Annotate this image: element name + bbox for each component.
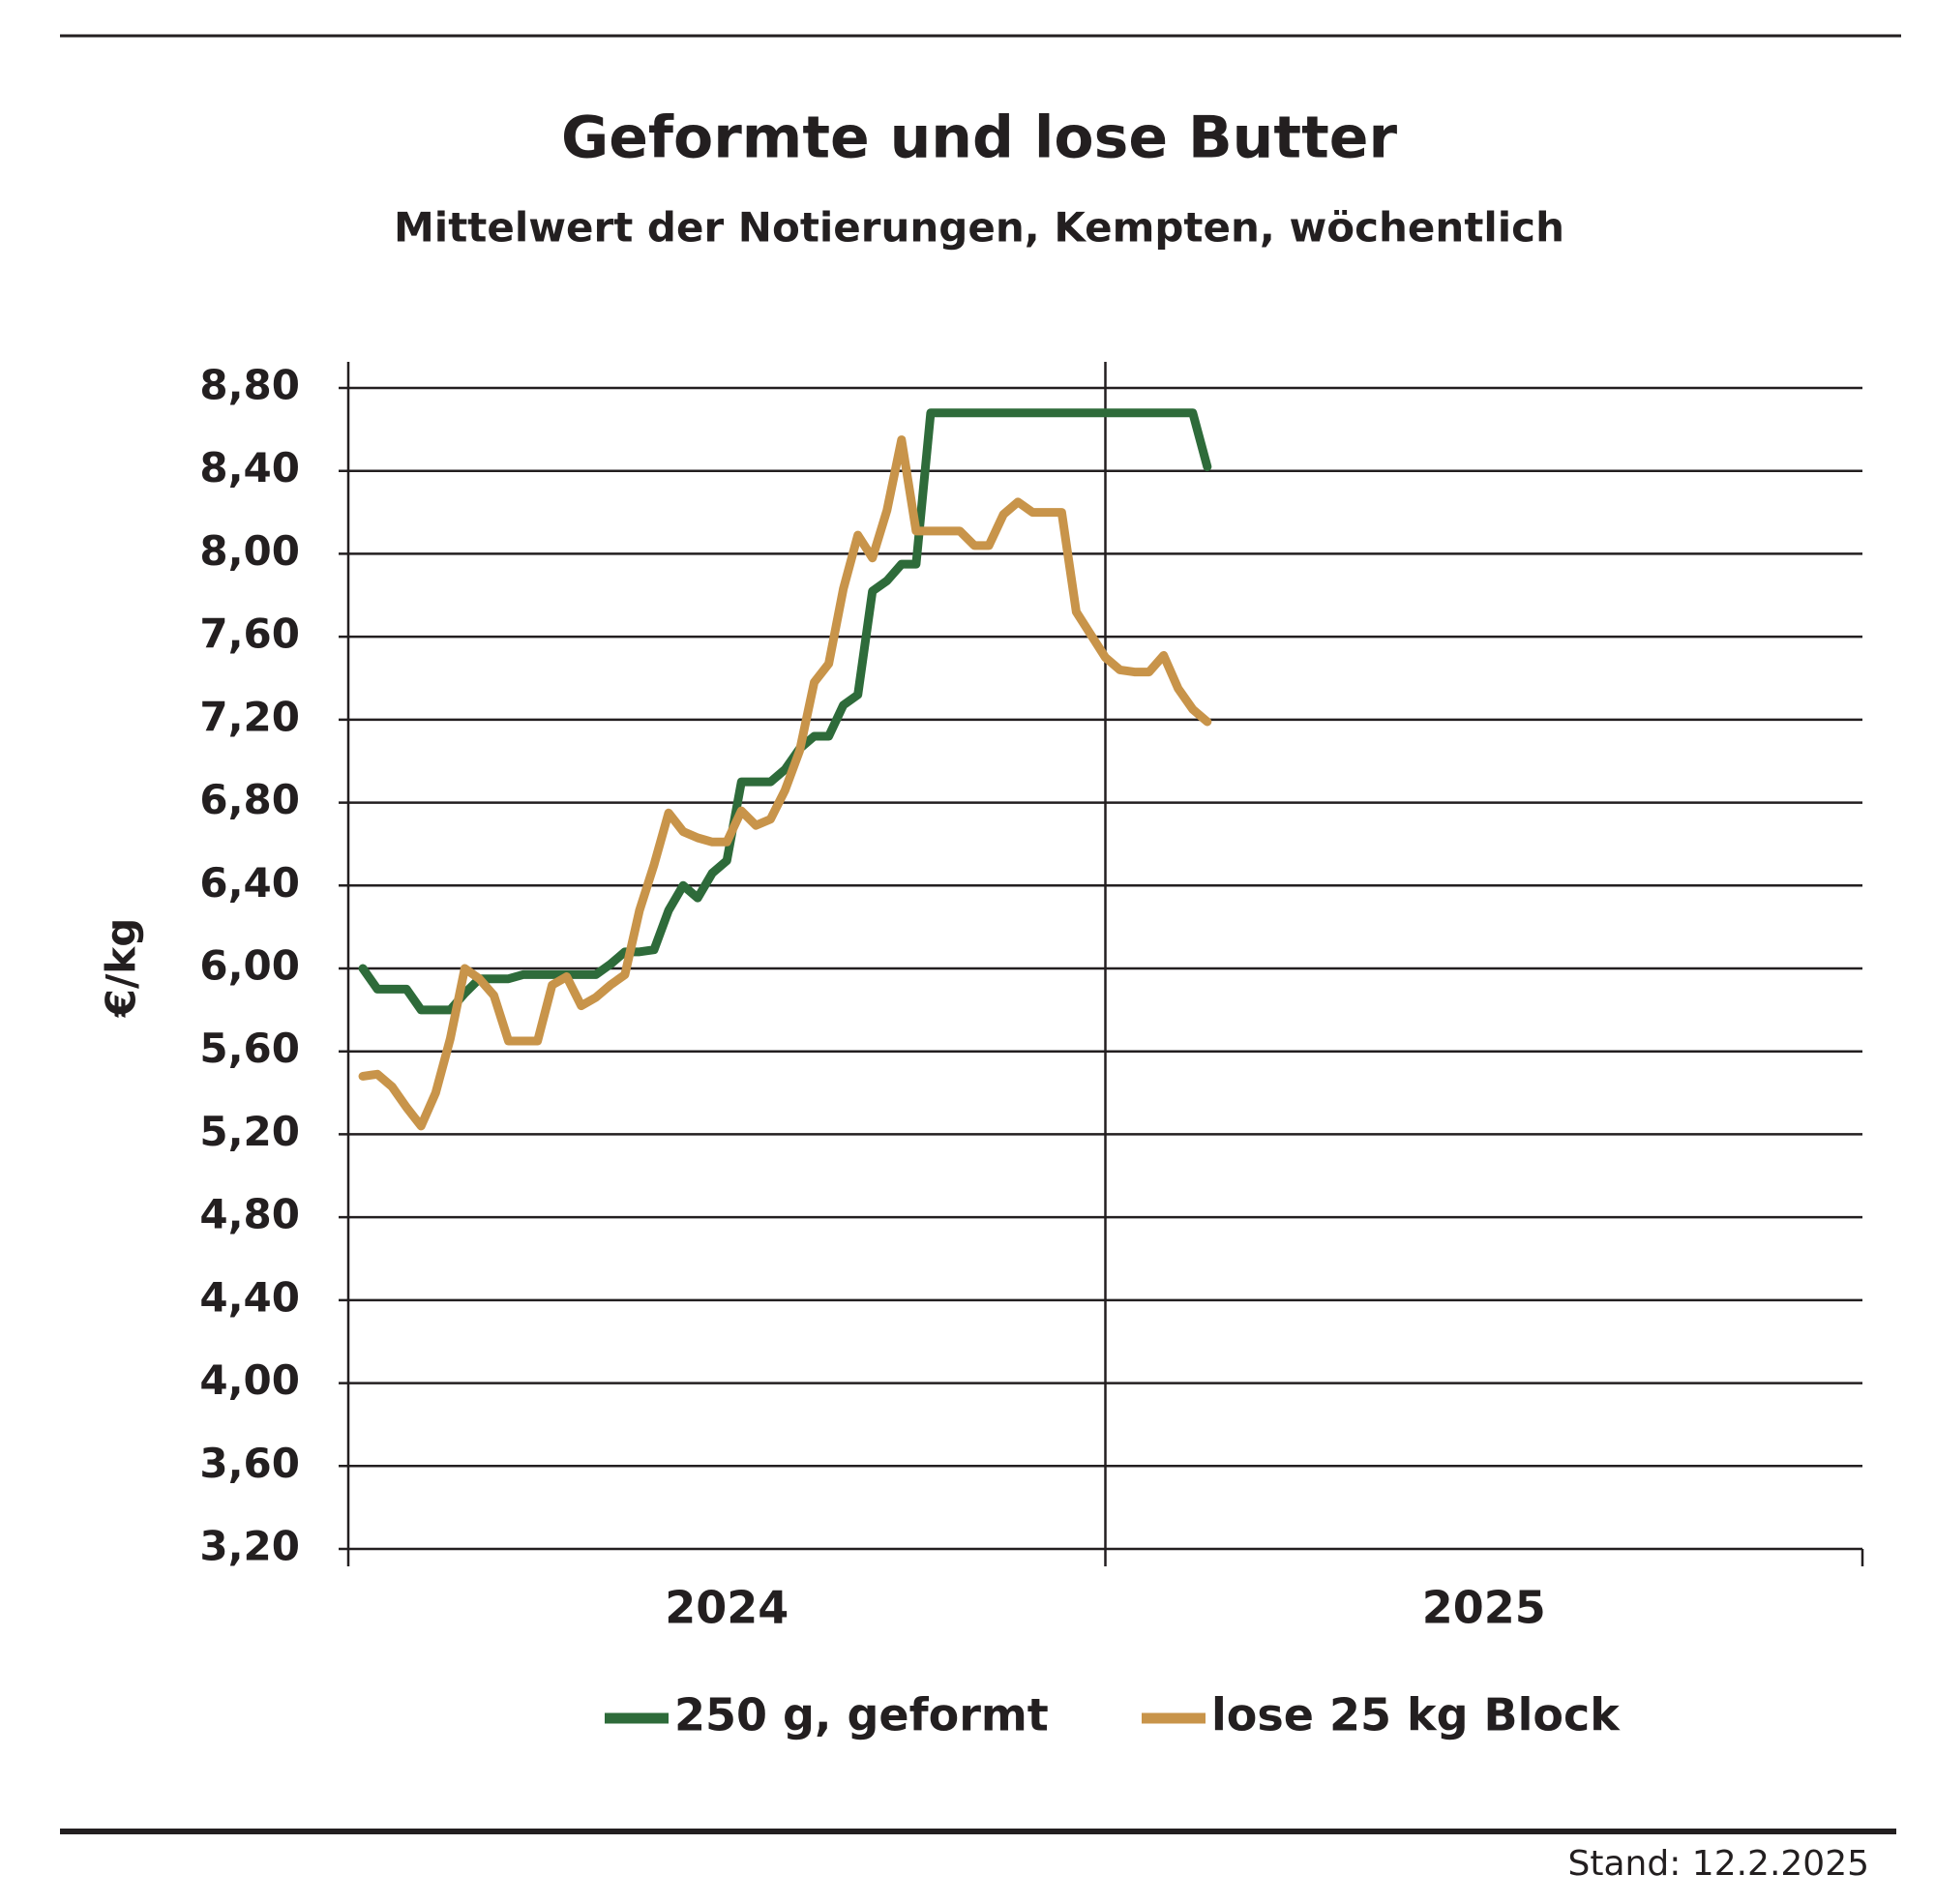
y-tick-label: 4,80 [199, 1191, 300, 1238]
footnote: Stand: 12.2.2025 [1568, 1844, 1869, 1884]
series-line [358, 408, 1212, 1015]
y-tick-label: 4,00 [199, 1356, 300, 1404]
x-tick-label: 2024 [665, 1582, 789, 1634]
y-tick-label: 3,20 [199, 1523, 300, 1570]
legend-label: 250 g, geformt [674, 1689, 1049, 1741]
x-tick-label: 2025 [1422, 1582, 1546, 1634]
y-tick-label: 8,80 [199, 362, 300, 409]
chart-subtitle: Mittelwert der Notierungen, Kempten, wöc… [394, 204, 1564, 252]
y-tick-label: 3,60 [199, 1440, 300, 1487]
chart-title: Geformte und lose Butter [561, 104, 1397, 172]
y-tick-label: 6,80 [199, 776, 300, 823]
y-tick-label: 5,60 [199, 1025, 300, 1072]
y-tick-label: 5,20 [199, 1108, 300, 1155]
y-tick-label: 7,20 [199, 693, 300, 740]
y-tick-label: 6,40 [199, 859, 300, 907]
y-tick-label: 4,40 [199, 1273, 300, 1321]
y-tick-label: 7,60 [199, 610, 300, 658]
y-axis-label: €/kg [98, 918, 145, 1019]
y-tick-label: 6,00 [199, 942, 300, 990]
series-line [358, 435, 1212, 1131]
legend-label: lose 25 kg Block [1211, 1689, 1621, 1741]
y-tick-label: 8,40 [199, 444, 300, 491]
y-tick-label: 8,00 [199, 527, 300, 575]
